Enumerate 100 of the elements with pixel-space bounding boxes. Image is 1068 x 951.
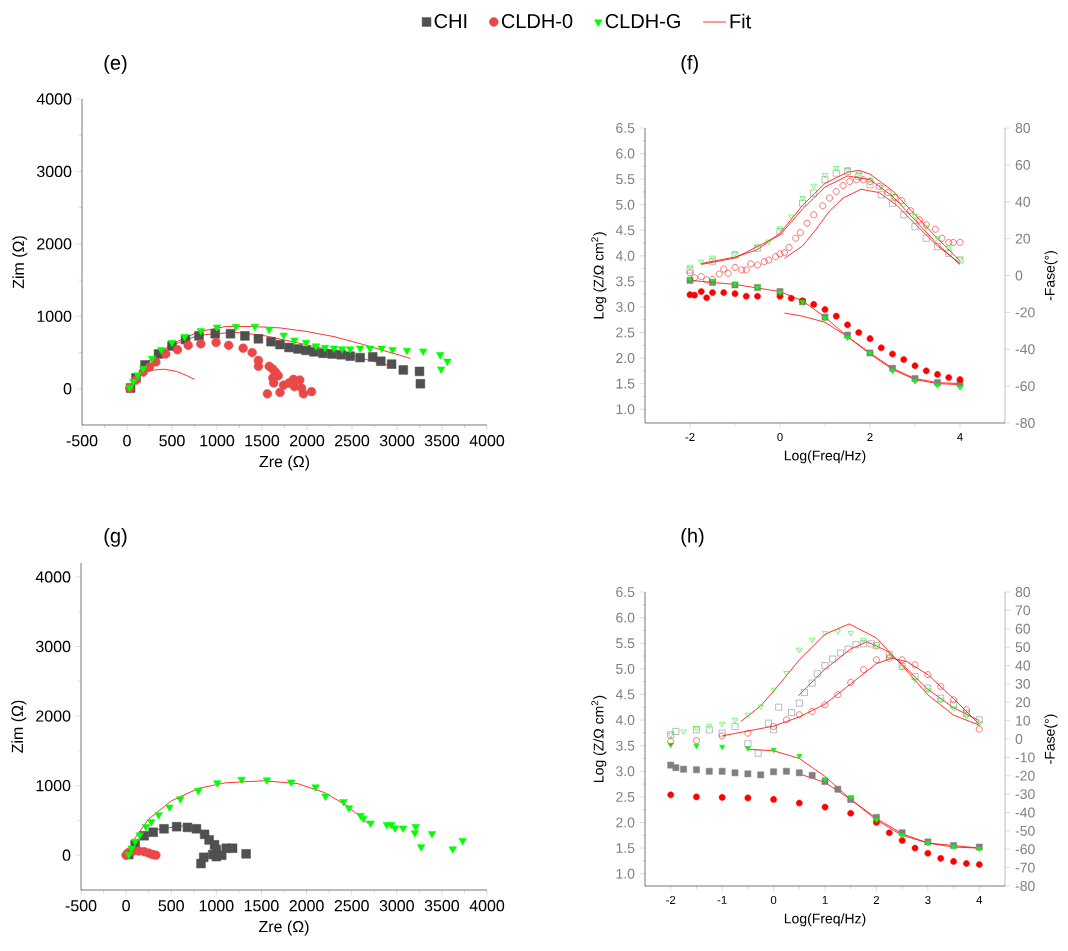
x-tick-label: 1000 [200,435,235,447]
y2-tick-label: 80 [1015,123,1031,133]
x-tick-label: 3000 [379,435,415,447]
x-tick-label: 1 [822,896,828,904]
y-tick-label: 5.0 [616,663,635,674]
x-tick-label: 3500 [424,900,460,912]
legend-label: Fit [730,13,752,29]
x-tick-label: 1500 [245,435,280,447]
x-axis-title: Log(Freq/Hz) [784,913,866,927]
y-tick-label: 1.0 [616,404,635,415]
x-tick-label: 3000 [379,900,414,912]
y-tick-label: 1.5 [616,378,635,389]
x-tick-label: 500 [159,435,185,447]
x-tick-label: 4 [957,433,963,441]
y2-tick-label: -10 [1015,752,1035,763]
y-axis-title: Zim (Ω) [11,700,27,753]
y-tick-label: 5.5 [616,174,635,185]
y2-tick-label: 80 [1015,587,1031,597]
y-tick-label: 2000 [36,710,71,722]
x-tick-label: 2000 [290,435,325,447]
chart-title: (e) [104,55,127,74]
chart-title: (h) [681,528,704,547]
y-tick-label: 3000 [36,165,72,178]
y2-tick-label: 50 [1015,642,1031,653]
y-tick-label: 1.5 [616,843,635,853]
y2-tick-label: -20 [1015,307,1035,318]
y2-tick-label: -50 [1015,825,1035,836]
x-tick-label: 0 [123,435,131,447]
chart-title: (g) [104,528,127,547]
y2-axis-title: -Fase(°) [1044,714,1058,764]
x-tick-label: -2 [685,433,695,441]
y-tick-label: 0 [62,849,71,861]
y-axis-title: Zim (Ω) [12,236,28,289]
y-tick-label: 3.0 [616,766,635,777]
x-tick-label: 3 [925,896,931,905]
y-tick-label: 3.5 [616,740,635,751]
y2-tick-label: -40 [1015,344,1035,355]
x-tick-label: 0 [777,433,783,442]
y2-tick-label: -40 [1015,807,1035,818]
y2-tick-label: -60 [1015,381,1035,392]
y2-tick-label: 60 [1015,159,1031,170]
y-axis-title: Log (Z/Ω cm$^{2}$) [591,695,607,782]
y-tick-label: 1000 [37,310,72,322]
y-tick-label: 2.0 [616,817,635,828]
y-tick-label: 5.0 [616,199,635,210]
y-tick-label: 4000 [36,93,72,105]
x-tick-label: 2 [873,896,880,904]
x-tick-label: 4000 [469,900,505,912]
x-tick-label: 2500 [334,435,370,447]
x-tick-label: -500 [65,900,97,912]
x-axis-title: Log(Freq/Hz) [784,450,866,464]
y-tick-label: 2.5 [616,327,635,338]
x-tick-label: 1500 [244,900,279,912]
y2-tick-label: 20 [1015,233,1031,244]
y2-tick-label: 30 [1015,678,1031,689]
y-tick-label: 6.0 [616,148,635,159]
y2-tick-label: 60 [1015,623,1031,634]
chart-title: (f) [681,55,698,74]
x-tick-label: -500 [66,435,98,447]
y2-tick-label: -60 [1015,844,1035,855]
x-tick-label: 1000 [199,900,234,912]
y2-tick-label: -20 [1015,770,1035,781]
y-tick-label: 3000 [35,640,71,653]
y-tick-label: 4.5 [615,689,635,700]
y-tick-label: 1.0 [616,868,635,879]
x-tick-label: -2 [666,896,676,904]
x-axis-title: Zre (Ω) [258,920,309,936]
y-tick-label: 2.0 [616,353,635,364]
y-tick-label: 6.5 [616,587,635,597]
y-tick-label: 5.5 [616,638,635,649]
x-tick-label: -1 [717,896,727,904]
x-tick-label: 4000 [469,435,505,447]
y-tick-label: 4.0 [615,715,635,726]
y-tick-label: 3.0 [616,301,635,312]
y2-tick-label: 0 [1015,734,1023,744]
y2-tick-label: 70 [1015,605,1031,616]
x-tick-label: 500 [158,900,184,912]
y2-tick-label: -70 [1015,862,1035,873]
legend-label: CLDH-G [605,14,680,29]
x-axis-title: Zre (Ω) [259,455,310,471]
y-tick-label: 6.0 [616,612,635,623]
x-tick-label: 0 [122,900,130,912]
y2-tick-label: -30 [1015,789,1035,800]
y2-tick-label: 0 [1015,270,1023,281]
x-tick-label: 2 [867,433,873,441]
y2-tick-label: 10 [1016,715,1031,726]
y2-tick-label: -80 [1015,881,1035,891]
y-tick-label: 4000 [35,571,71,583]
x-tick-label: 4 [976,896,983,904]
y2-tick-label: 40 [1015,660,1031,671]
y-tick-label: 3.5 [616,276,635,287]
y2-tick-label: 40 [1015,196,1031,207]
y-tick-label: 0 [63,383,72,395]
legend-label: CHI [434,14,467,29]
y-tick-label: 4.0 [615,250,635,261]
y2-tick-label: 20 [1015,697,1031,708]
legend-label: CLDH-0 [501,14,573,29]
x-tick-label: 3500 [424,435,460,447]
y-axis-title: Log (Z/Ω cm$^{2}$) [591,232,607,319]
y-tick-label: 4.5 [615,225,635,236]
